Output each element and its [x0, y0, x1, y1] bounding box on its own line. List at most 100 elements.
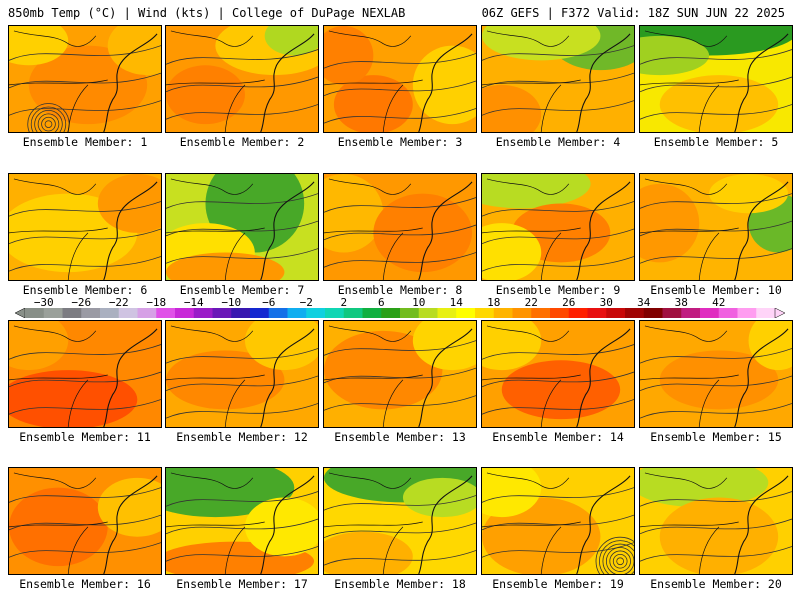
ensemble-member-label: Ensemble Member: 6	[22, 283, 148, 297]
colorbar-swatch	[568, 308, 588, 318]
temperature-map	[166, 26, 318, 132]
colorbar-swatch	[625, 308, 645, 318]
boundary-line	[67, 526, 89, 574]
colorbar-swatch	[400, 308, 420, 318]
height-contour	[166, 403, 318, 419]
boundary-line	[13, 472, 97, 489]
height-contour	[482, 100, 634, 116]
boundary-line	[640, 374, 739, 381]
height-contour	[166, 518, 318, 535]
boundary-line	[9, 374, 108, 381]
boundary-line	[166, 79, 265, 86]
boundary-line	[9, 521, 108, 528]
coastline	[576, 328, 631, 427]
temperature-region	[324, 26, 374, 85]
temperature-region	[166, 252, 285, 280]
coastline	[103, 475, 158, 574]
boundary-line	[67, 84, 89, 132]
colorbar-tick-label: 26	[562, 296, 576, 309]
temperature-region	[482, 26, 601, 61]
coastline	[576, 475, 631, 574]
height-contour	[9, 371, 161, 388]
colorbar-tick-label: −6	[262, 296, 276, 309]
coastline	[260, 328, 315, 427]
ensemble-member-label: Ensemble Member: 11	[19, 430, 151, 444]
boundary-line	[324, 79, 423, 86]
colorbar-swatch	[437, 308, 457, 318]
coastline	[734, 328, 789, 427]
colorbar-tick-label: −22	[108, 296, 129, 309]
temperature-region	[482, 497, 601, 574]
boundary-line	[540, 84, 562, 132]
colorbar-swatch	[681, 308, 701, 318]
colorbar-swatch	[512, 308, 532, 318]
boundary-line	[166, 374, 265, 381]
temperature-region	[412, 45, 476, 125]
ensemble-panel-12	[165, 320, 319, 428]
ensemble-panel-13	[323, 320, 477, 428]
temperature-region	[28, 45, 148, 125]
height-contour	[640, 518, 792, 535]
boundary-line	[9, 227, 108, 234]
low-pressure-contour	[34, 110, 63, 132]
low-pressure-contour	[595, 536, 634, 574]
colorbar-tick-label: 22	[524, 296, 538, 309]
coastline	[260, 181, 315, 280]
coastline	[418, 33, 473, 132]
temperature-region	[264, 26, 318, 56]
height-contour	[166, 104, 318, 120]
ensemble-member-label: Ensemble Member: 10	[650, 283, 782, 297]
height-contour	[324, 495, 476, 511]
coastline	[103, 328, 158, 427]
temperature-map	[482, 26, 634, 132]
ensemble-member-label: Ensemble Member: 8	[337, 283, 463, 297]
coastline	[418, 475, 473, 574]
height-contour	[9, 256, 161, 272]
temperature-map	[482, 321, 634, 427]
ensemble-panel-4	[481, 25, 635, 133]
height-contour	[640, 403, 792, 419]
colorbar-swatch	[493, 308, 513, 318]
ensemble-member-label: Ensemble Member: 16	[19, 577, 151, 591]
temperature-region	[9, 370, 138, 427]
coastline	[418, 181, 473, 280]
height-contour	[640, 193, 792, 209]
colorbar-swatch	[737, 308, 757, 318]
colorbar-swatch	[43, 308, 63, 318]
boundary-line	[324, 374, 423, 381]
height-contour	[640, 491, 792, 507]
boundary-line	[170, 178, 254, 195]
temperature-region	[324, 531, 413, 574]
ensemble-panel-17	[165, 467, 319, 575]
temperature-region	[244, 497, 318, 557]
colorbar-swatch	[550, 308, 570, 318]
boundary-line	[698, 526, 720, 574]
temperature-map	[166, 174, 318, 280]
colorbar-tick-label: 42	[712, 296, 726, 309]
low-pressure-contour	[599, 540, 634, 574]
height-contour	[9, 100, 161, 116]
height-contour	[324, 108, 476, 124]
boundary-line	[482, 374, 581, 381]
coastline	[103, 181, 158, 280]
temperature-region	[659, 75, 779, 132]
temperature-map	[640, 174, 792, 280]
colorbar-swatch	[381, 308, 401, 318]
colorbar-swatch	[662, 308, 682, 318]
ensemble-panel-19	[481, 467, 635, 575]
ensemble-member-label: Ensemble Member: 5	[653, 135, 779, 149]
temperature-map	[324, 174, 476, 280]
colorbar-swatch	[343, 308, 363, 318]
boundary-line	[324, 521, 423, 528]
boundary-line	[486, 178, 570, 195]
colorbar-max-arrow	[774, 308, 785, 318]
boundary-line	[644, 178, 728, 195]
temperature-region	[166, 65, 245, 125]
height-contour	[324, 550, 476, 566]
temperature-region	[659, 497, 779, 574]
temperature-map	[640, 26, 792, 132]
ensemble-panel-15	[639, 320, 793, 428]
boundary-line	[482, 79, 581, 86]
height-contour	[324, 197, 476, 213]
height-contour	[324, 53, 476, 69]
